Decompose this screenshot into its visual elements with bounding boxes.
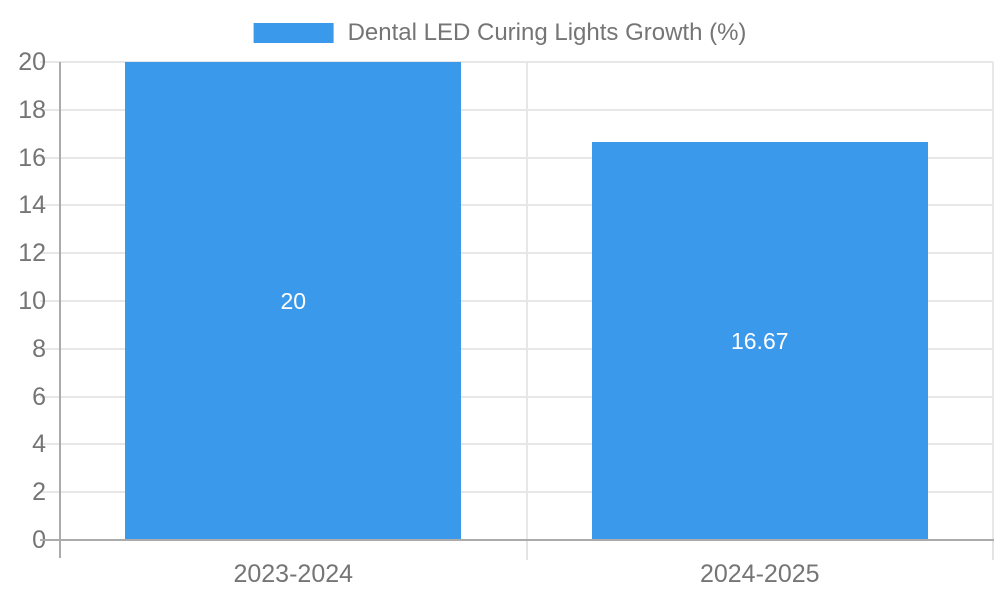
- y-axis-tick: [40, 347, 60, 350]
- y-tick-label: 8: [32, 334, 46, 363]
- legend-label: Dental LED Curing Lights Growth (%): [347, 19, 747, 46]
- y-axis-tick: [40, 156, 60, 159]
- y-axis-tick: [40, 252, 60, 255]
- category-boundary-line: [525, 62, 528, 540]
- y-axis-tick: [40, 61, 60, 63]
- y-axis-tick: [40, 204, 60, 207]
- y-axis-tick: [40, 443, 60, 446]
- y-axis-tick: [40, 300, 60, 302]
- x-axis-line: [40, 539, 994, 541]
- y-tick-label: 0: [0, 527, 46, 553]
- y-tick-label: 10: [18, 287, 46, 315]
- y-axis-line: [59, 62, 61, 558]
- x-axis-tick: [525, 540, 528, 560]
- x-tick-label: 2024-2025: [699, 560, 820, 588]
- bar-value-label: 20: [280, 288, 307, 314]
- y-tick-label: 20: [18, 48, 46, 76]
- y-axis-tick: [40, 108, 60, 111]
- y-tick-label: 18: [18, 95, 46, 124]
- bar: [591, 141, 928, 540]
- y-axis-tick: [40, 491, 60, 494]
- y-tick-label: 4: [32, 430, 46, 459]
- y-tick-label: 6: [32, 382, 46, 411]
- chart-legend: Dental LED Curing Lights Growth (%): [253, 19, 747, 46]
- y-tick-label: 16: [18, 143, 46, 172]
- y-tick-label: 2: [32, 478, 46, 507]
- y-tick-label: 12: [18, 239, 46, 268]
- x-axis-tick: [992, 540, 994, 560]
- bar-value-label: 16.67: [730, 327, 789, 354]
- legend-swatch-icon: [253, 23, 334, 43]
- bar: [125, 62, 462, 540]
- y-tick-label: 14: [18, 191, 46, 220]
- y-axis-tick: [40, 395, 60, 398]
- x-tick-label: 2023-2024: [233, 560, 354, 588]
- category-boundary-line: [992, 62, 994, 540]
